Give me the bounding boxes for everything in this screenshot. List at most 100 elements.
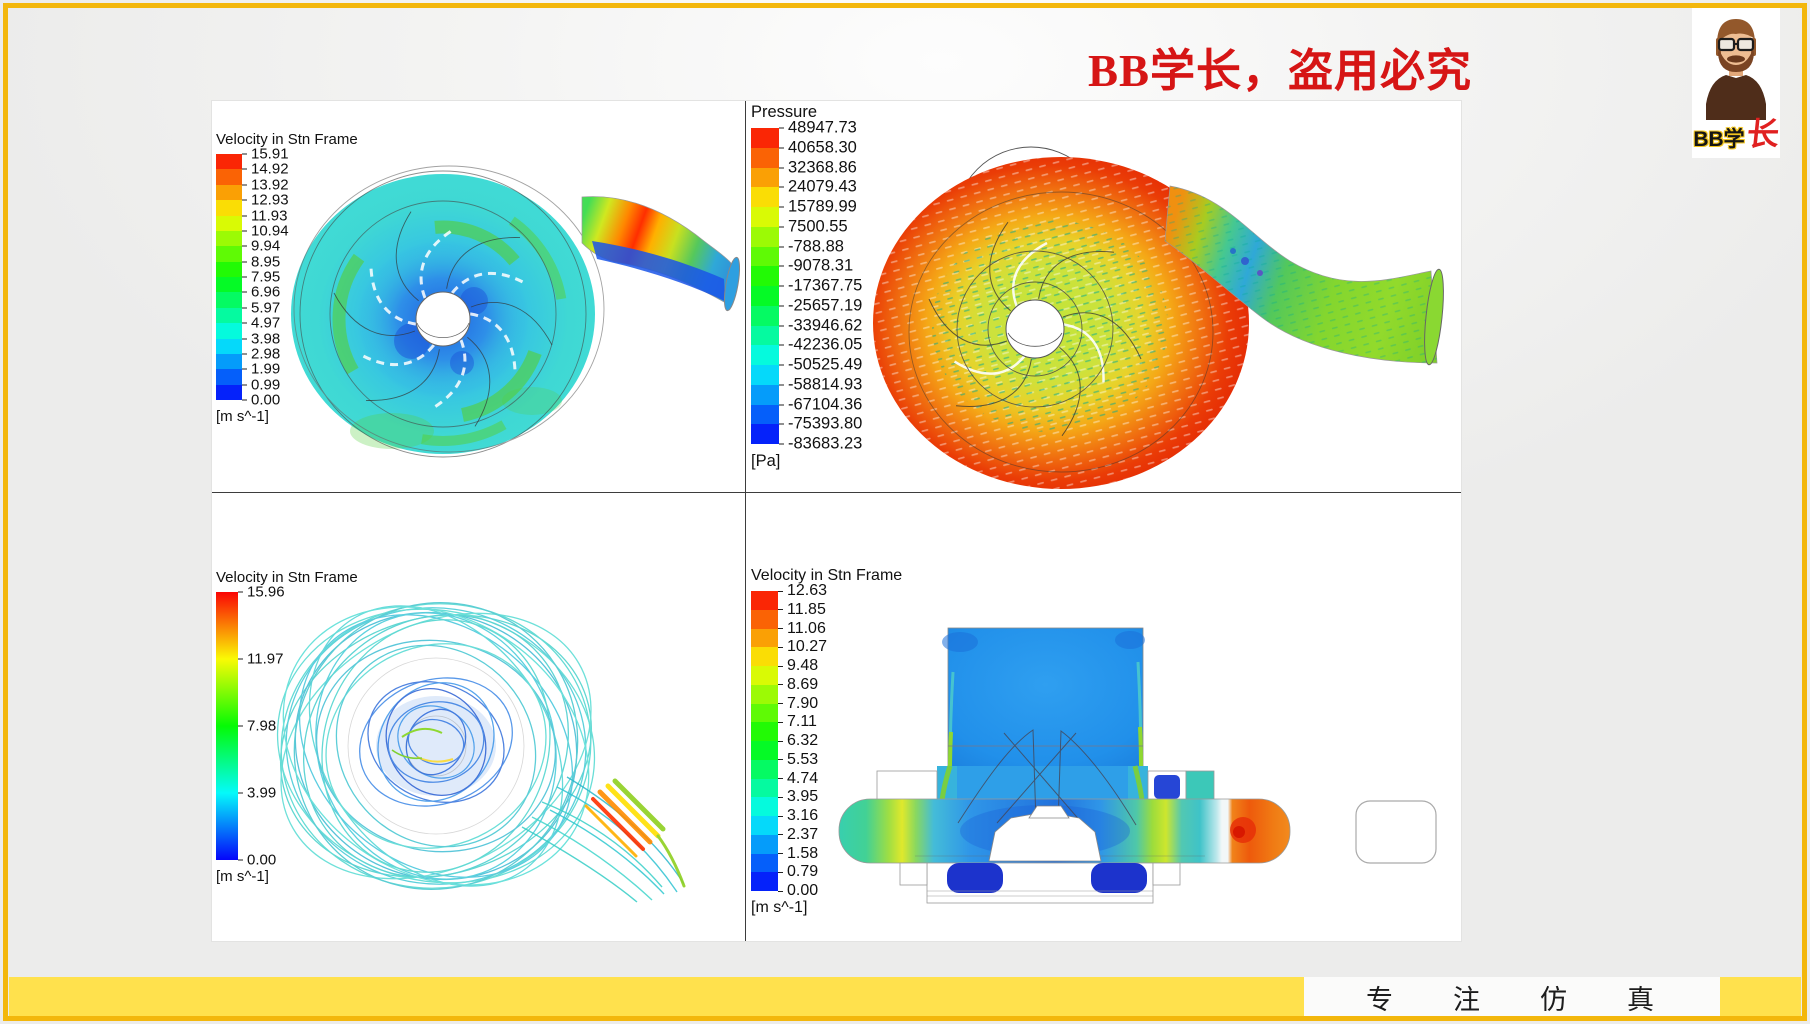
slogan-text: 专注仿真 — [1366, 985, 1714, 1015]
velocity-contour-image — [291, 165, 741, 458]
logo-text-black: BB学 — [1693, 128, 1745, 151]
inlet-duct — [947, 627, 1144, 771]
legend-tick: 0.99 — [242, 376, 280, 393]
legend-tick: 11.85 — [778, 601, 826, 619]
legend-tick: 32368.86 — [779, 158, 857, 177]
legend-tick: 5.97 — [242, 299, 280, 316]
legend-tick: 11.93 — [242, 207, 287, 224]
legend-tick: -25657.19 — [779, 296, 862, 315]
legend-tick: 48947.73 — [779, 119, 857, 138]
legend-tick: 8.95 — [242, 253, 280, 270]
avatar-icon — [1692, 8, 1780, 120]
legend-tick: 1.58 — [778, 845, 818, 863]
outlet-streamlines — [521, 776, 685, 903]
colorbar-legend-section: Velocity in Stn Frame 12.63 11.85 11.06 10.… — [751, 567, 902, 917]
legend-tick: -75393.80 — [779, 415, 862, 434]
footer-bar: 专注仿真 — [9, 977, 1801, 1018]
legend-tick: 40658.30 — [779, 138, 857, 157]
legend-tick: 8.69 — [778, 676, 818, 694]
legend-tick: -50525.49 — [779, 356, 862, 375]
section-contour-image — [838, 627, 1437, 904]
brand-logo: BB学 长 — [1692, 8, 1781, 158]
colorbar-legend-streamlines: Velocity in Stn Frame 15.96 11.97 7.98 3.99… — [216, 569, 358, 885]
legend-tick: -58814.93 — [779, 375, 862, 394]
legend-tick: 3.16 — [778, 807, 818, 825]
divider-horizontal — [212, 492, 1461, 493]
legend-tick: 2.98 — [242, 345, 280, 362]
legend-tick: 4.74 — [778, 770, 818, 788]
legend-tick: 0.00 — [242, 392, 280, 409]
legend-title: Velocity in Stn Frame — [216, 131, 358, 148]
legend-tick: 14.92 — [242, 161, 289, 178]
legend-tick: 11.97 — [238, 651, 283, 668]
legend-unit: [Pa] — [751, 452, 781, 470]
legend-tick: 6.32 — [778, 732, 818, 750]
legend-title: Velocity in Stn Frame — [216, 569, 358, 586]
legend-tick: 3.95 — [778, 788, 818, 806]
blade-outlines — [957, 729, 1137, 826]
legend-tick: 0.00 — [238, 852, 276, 869]
legend-tick: 7500.55 — [779, 217, 848, 236]
legend-tick: 15.91 — [242, 146, 289, 163]
legend-unit: [m s^-1] — [216, 408, 269, 425]
legend-tick: 5.53 — [778, 751, 818, 769]
impeller-hub — [1005, 299, 1065, 359]
colorbar-ticks: 15.91 14.92 13.92 12.93 11.93 10.94 9.94 8.95 7.… — [242, 146, 352, 409]
impeller-hub — [415, 291, 471, 347]
colorbar — [751, 128, 779, 444]
legend-tick: 9.94 — [242, 238, 280, 255]
legend-tick: -42236.05 — [779, 336, 862, 355]
legend-tick: -33946.62 — [779, 316, 862, 335]
legend-tick: 10.27 — [778, 638, 827, 656]
divider-vertical — [745, 101, 746, 941]
legend-tick: 7.90 — [778, 695, 818, 713]
legend-tick: 0.00 — [778, 882, 818, 900]
legend-tick: 1.99 — [242, 361, 280, 378]
legend-tick: 12.63 — [778, 582, 827, 600]
pressure-contour-image — [873, 146, 1444, 489]
legend-tick: 3.98 — [242, 330, 280, 347]
legend-tick: 15789.99 — [779, 198, 857, 217]
legend-tick: 0.79 — [778, 863, 818, 881]
legend-tick: 24079.43 — [779, 178, 857, 197]
legend-tick: 12.93 — [242, 192, 289, 209]
legend-tick: -17367.75 — [779, 277, 862, 296]
legend-tick: 7.95 — [242, 269, 280, 286]
legend-title: Velocity in Stn Frame — [751, 567, 903, 584]
legend-tick: 2.37 — [778, 826, 818, 844]
legend-tick: 7.11 — [778, 713, 817, 731]
page-title: BB学长，盗用必究 — [1087, 46, 1473, 96]
high-velocity-streak — [584, 778, 686, 888]
cfd-figure-grid: Velocity in Stn Frame 15.91 14.92 13.92 12.… — [211, 100, 1462, 942]
legend-tick: -83683.23 — [779, 435, 862, 454]
legend-tick: -67104.36 — [779, 395, 862, 414]
legend-tick: 10.94 — [242, 222, 289, 239]
legend-tick: 6.96 — [242, 284, 280, 301]
colorbar — [216, 592, 238, 860]
legend-unit: [m s^-1] — [751, 899, 808, 916]
legend-unit: [m s^-1] — [216, 868, 269, 885]
colorbar — [216, 154, 242, 400]
colorbar-ticks: 15.96 11.97 7.98 3.99 0.00 — [238, 584, 348, 869]
colorbar — [751, 591, 778, 891]
legend-tick: 9.48 — [778, 657, 818, 675]
footer-slogan: 专注仿真 — [1304, 977, 1720, 1018]
legend-tick: 3.99 — [238, 785, 276, 802]
logo-text-red: 长 — [1744, 116, 1781, 152]
legend-tick: 7.98 — [238, 718, 276, 735]
legend-tick: -9078.31 — [779, 257, 853, 276]
legend-title: Pressure — [751, 103, 818, 121]
colorbar-ticks: 48947.73 40658.30 32368.86 24079.43 15789.99… — [779, 119, 889, 453]
colorbar-legend-velocity-front: Velocity in Stn Frame 15.91 14.92 13.92 12.… — [216, 131, 358, 425]
legend-tick: 13.92 — [242, 176, 289, 193]
logo-text: BB学 长 — [1693, 116, 1781, 152]
legend-tick: 11.06 — [778, 620, 826, 638]
annotation-box — [1355, 800, 1437, 864]
colorbar-legend-pressure: Pressure 48947.73 40658.30 32368.86 24079.4… — [751, 103, 889, 471]
colorbar-ticks: 12.63 11.85 11.06 10.27 9.48 8.69 7.90 7.11 6.32… — [778, 582, 888, 899]
legend-tick: 15.96 — [238, 584, 285, 601]
legend-tick: -788.88 — [779, 237, 844, 256]
streamlines-image — [276, 601, 686, 903]
legend-tick: 4.97 — [242, 315, 280, 332]
